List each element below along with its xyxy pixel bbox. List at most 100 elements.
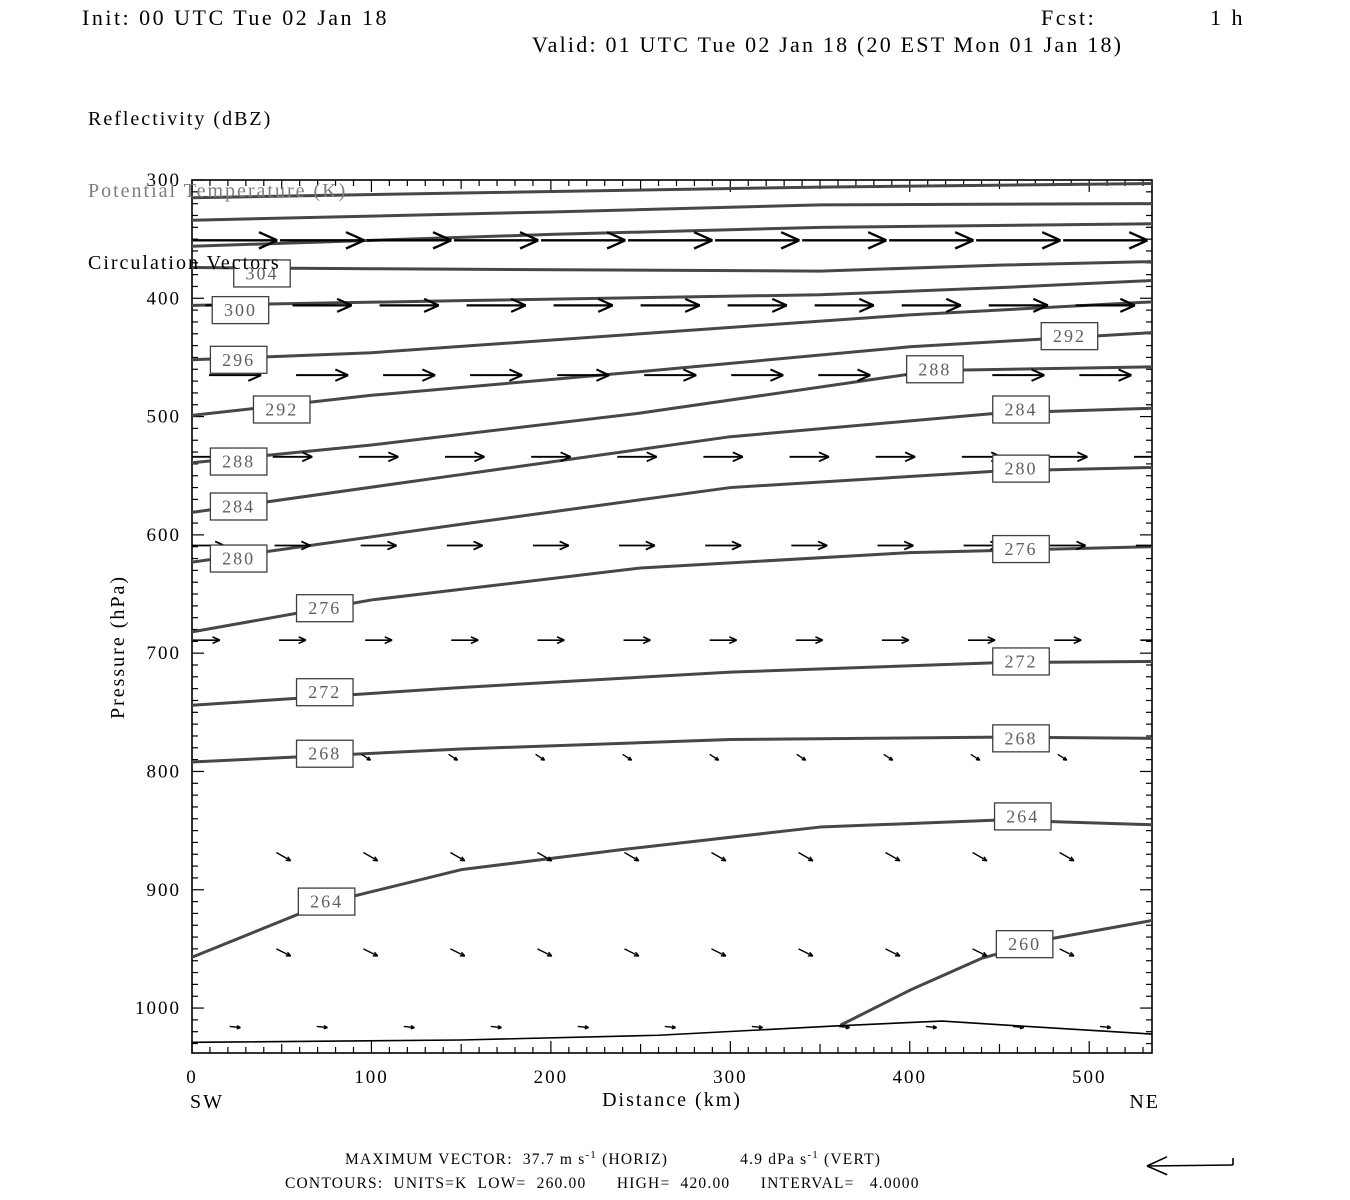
contour-label-box <box>992 534 1050 564</box>
vector-arrow <box>711 851 727 862</box>
vector-arrow <box>403 1024 415 1030</box>
contour-label: 288 <box>918 359 951 379</box>
vector-arrow <box>798 851 814 862</box>
vector-arrow <box>1075 297 1136 313</box>
vector-arrow <box>360 540 397 551</box>
vector-arrow <box>715 231 800 250</box>
vector-arrow <box>279 231 365 250</box>
vector-arrow <box>1054 636 1082 645</box>
contour-label-box <box>295 739 354 768</box>
vector-arrow <box>470 368 523 382</box>
vector-arrow <box>363 851 379 862</box>
contour-label: 276 <box>1005 539 1038 559</box>
contour-label-box <box>209 447 268 476</box>
vector-arrow <box>838 1024 850 1030</box>
vector-arrow <box>1135 544 1152 547</box>
contour-label-box <box>992 647 1050 676</box>
theta-contour-280 <box>192 465 1152 564</box>
contour-label: 300 <box>224 300 257 320</box>
vector-arrow <box>446 540 484 551</box>
x-tick-label: 400 <box>893 1067 928 1088</box>
y-tick-label: 500 <box>147 407 182 428</box>
vector-arrow <box>622 753 633 761</box>
vector-arrow <box>535 753 546 761</box>
theta-contour-260 <box>840 919 1152 1027</box>
max-vector-reference-arrow <box>1146 1156 1234 1176</box>
contour-label: 296 <box>222 350 255 370</box>
vector-arrow <box>366 231 452 250</box>
x-tick-label: 100 <box>354 1067 389 1088</box>
contour-label: 280 <box>1005 459 1038 479</box>
y-tick-label: 600 <box>147 525 182 546</box>
legend-circulation-vectors: Circulation Vectors <box>88 252 281 274</box>
theta-contour-272 <box>192 659 1152 707</box>
contour-label: 292 <box>1053 326 1086 346</box>
contour-label: 272 <box>308 682 341 702</box>
theta-contour-304 <box>192 260 1152 273</box>
vector-arrow <box>229 1024 241 1030</box>
vector-arrow <box>644 368 697 382</box>
vector-arrow <box>296 368 349 382</box>
theta-contour-300 <box>192 279 1152 307</box>
vector-arrow <box>703 451 744 463</box>
vector-arrow <box>1057 753 1068 761</box>
vector-arrow <box>802 231 887 250</box>
contour-label-box <box>905 355 964 384</box>
vector-arrow <box>363 948 379 957</box>
forecast-hour: Fcst: 1 h <box>1041 5 1245 31</box>
x-tick-label: 500 <box>1072 1067 1107 1088</box>
vector-arrow <box>883 753 894 761</box>
contour-label-box <box>209 544 268 573</box>
vector-arrow <box>795 636 824 645</box>
vector-arrow <box>1012 1024 1025 1030</box>
x-tick-label: 300 <box>713 1067 748 1088</box>
contour-label-box <box>209 345 268 374</box>
vector-arrow <box>448 753 459 761</box>
vector-arrow <box>925 1024 938 1030</box>
contour-label: 292 <box>265 399 298 419</box>
theta-contour-284 <box>192 406 1152 514</box>
contour-info-caption: CONTOURS: UNITS=K LOW= 260.00 HIGH= 420.… <box>285 1175 920 1192</box>
vector-arrow <box>276 948 292 957</box>
endpoint-sw: SW <box>190 1091 224 1113</box>
vector-arrow <box>791 540 828 551</box>
contour-label: 268 <box>308 744 341 764</box>
theta-contour-292 <box>192 331 1152 417</box>
vector-arrow <box>628 231 713 250</box>
vector-arrow <box>490 1024 502 1030</box>
vector-arrow <box>445 451 485 463</box>
contour-label: 260 <box>1008 934 1041 954</box>
vector-arrow <box>450 948 466 957</box>
vector-arrow <box>992 368 1045 382</box>
contour-label-box <box>233 259 291 288</box>
vector-arrow <box>789 451 830 463</box>
plot-border <box>191 179 1153 1054</box>
vector-arrow <box>537 636 565 645</box>
vector-arrow <box>709 753 720 761</box>
vector-arrow <box>617 451 658 463</box>
vector-arrow <box>709 636 737 645</box>
vector-arrow <box>901 297 962 313</box>
vector-arrow <box>532 540 570 551</box>
vector-arrow <box>972 851 988 862</box>
vector-arrow <box>274 540 311 551</box>
vector-arrow <box>1134 455 1152 458</box>
vector-arrow <box>541 231 626 250</box>
endpoint-ne: NE <box>1129 1091 1160 1113</box>
contour-label: 264 <box>310 892 343 912</box>
contour-label-box <box>1040 321 1099 351</box>
contour-label-box <box>297 887 356 916</box>
vector-arrow <box>272 451 313 463</box>
y-tick-label: 400 <box>147 288 182 309</box>
contour-label: 304 <box>245 263 278 283</box>
vector-arrow <box>531 451 571 463</box>
valid-time-label: Valid: 01 UTC Tue 02 Jan 18 (20 EST Mon … <box>532 32 1124 57</box>
vector-arrow <box>751 1024 763 1030</box>
vector-arrow <box>192 636 221 645</box>
vector-arrow <box>1059 851 1075 862</box>
contour-label: 272 <box>1005 651 1038 671</box>
contour-label-box <box>995 930 1054 959</box>
contour-label: 264 <box>1006 806 1039 826</box>
